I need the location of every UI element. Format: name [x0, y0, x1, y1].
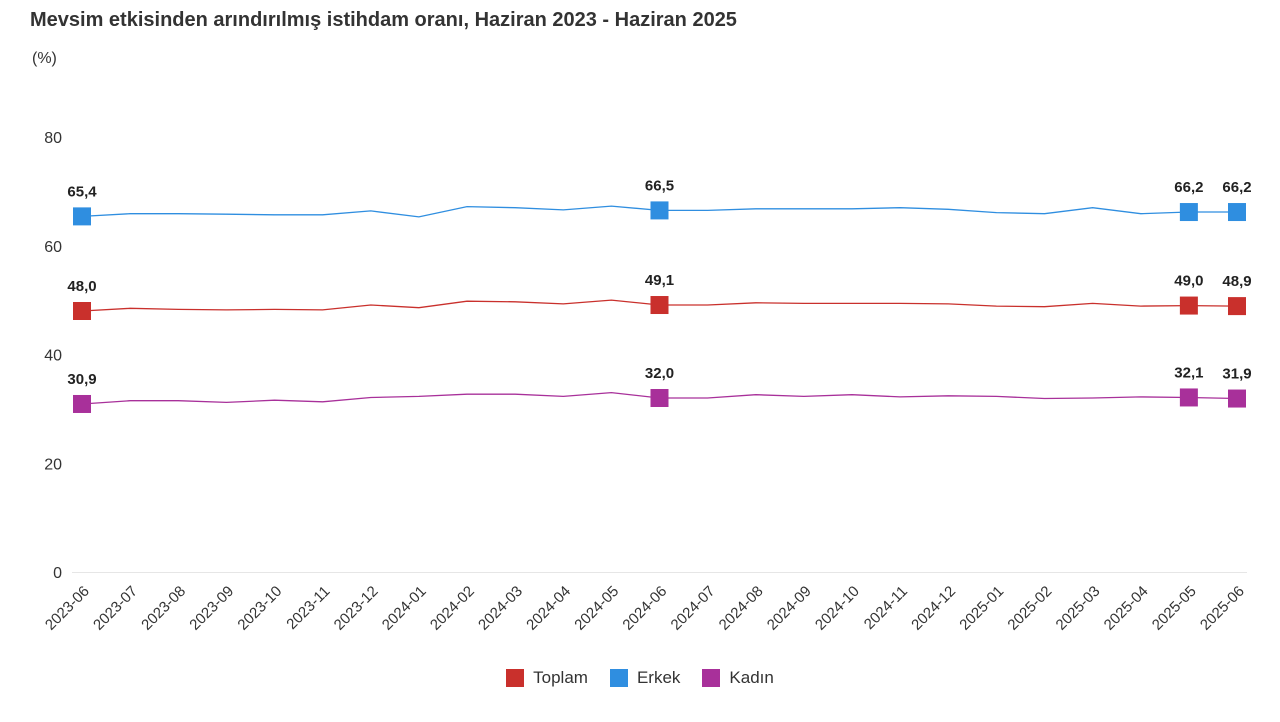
x-tick-label: 2025-01: [956, 583, 1007, 634]
data-point-marker: [650, 389, 669, 407]
data-point-marker: [1228, 297, 1246, 316]
x-tick-label: 2024-01: [379, 583, 430, 634]
legend-swatch: [506, 669, 525, 687]
data-point-marker: [1179, 296, 1198, 315]
x-tick-label: 2023-09: [186, 583, 237, 634]
data-point-marker: [73, 394, 91, 413]
legend-item-toplam[interactable]: Toplam: [506, 668, 588, 688]
x-tick-label: 2024-11: [861, 583, 911, 633]
data-label: 48,0: [67, 278, 96, 295]
x-tick-label: 2024-10: [812, 583, 863, 634]
data-label: 65,4: [67, 183, 97, 200]
x-tick-label: 2025-06: [1197, 583, 1248, 634]
legend-swatch: [702, 669, 721, 687]
x-tick-label: 2024-07: [667, 583, 718, 634]
x-tick-label: 2025-04: [1101, 583, 1152, 634]
x-tick-label: 2024-02: [427, 583, 478, 634]
data-label: 32,1: [1174, 364, 1203, 381]
data-label: 32,0: [645, 365, 674, 382]
data-label: 49,0: [1174, 273, 1203, 290]
legend-item-erkek[interactable]: Erkek: [609, 668, 681, 688]
data-point-marker: [1179, 203, 1198, 222]
data-point-marker: [73, 207, 91, 226]
data-label: 66,2: [1222, 179, 1251, 196]
x-tick-label: 2024-09: [764, 583, 815, 634]
x-tick-label: 2024-03: [475, 583, 526, 634]
data-label: 48,9: [1222, 273, 1251, 290]
x-tick-label: 2025-02: [1004, 583, 1055, 634]
data-point-marker: [1179, 388, 1198, 407]
legend-label: Toplam: [533, 668, 588, 687]
data-label: 66,2: [1174, 179, 1203, 196]
x-tick-label: 2023-12: [331, 583, 382, 634]
data-point-marker: [1228, 389, 1246, 408]
y-tick-label: 20: [44, 456, 62, 473]
data-label: 30,9: [67, 371, 96, 388]
chart-legend: Toplam Erkek Kadın: [0, 668, 1280, 688]
x-tick-label: 2023-11: [283, 583, 333, 633]
y-tick-label: 80: [44, 130, 62, 147]
x-tick-label: 2025-05: [1149, 583, 1200, 634]
chart-title: Mevsim etkisinden arındırılmış istihdam …: [30, 9, 737, 31]
data-label: 31,9: [1222, 366, 1251, 383]
legend-item-kadın[interactable]: Kadın: [702, 668, 774, 688]
legend-label: Erkek: [636, 668, 681, 687]
x-tick-label: 2024-06: [619, 583, 670, 634]
x-tick-label: 2024-04: [523, 583, 574, 634]
legend-label: Kadın: [729, 668, 774, 687]
data-label: 49,1: [645, 272, 674, 289]
data-point-marker: [650, 201, 669, 220]
x-tick-label: 2025-03: [1052, 583, 1103, 634]
data-point-marker: [1228, 203, 1246, 222]
y-tick-label: 0: [53, 565, 62, 582]
legend-swatch: [609, 669, 628, 687]
data-label: 66,5: [645, 177, 674, 194]
data-point-marker: [650, 296, 669, 315]
x-tick-label: 2023-07: [90, 583, 141, 634]
x-tick-label: 2024-12: [908, 583, 959, 634]
data-point-marker: [73, 302, 91, 320]
x-tick-label: 2023-10: [234, 583, 285, 634]
x-tick-label: 2024-05: [571, 583, 622, 634]
x-tick-label: 2023-08: [138, 583, 189, 634]
x-tick-label: 2023-06: [42, 583, 93, 634]
x-tick-label: 2024-08: [716, 583, 767, 634]
y-tick-label: 60: [44, 239, 62, 256]
y-axis-unit-label: (%): [32, 50, 57, 67]
y-tick-label: 40: [44, 348, 62, 365]
